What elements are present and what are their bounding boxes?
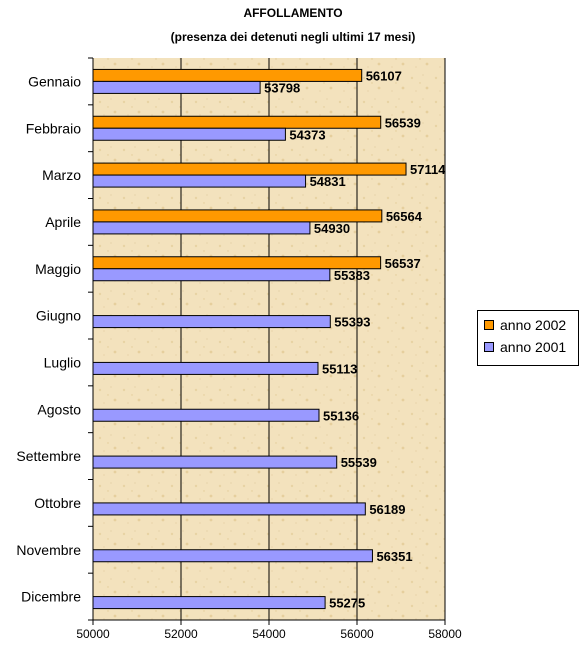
category-label: Novembre: [16, 542, 81, 558]
x-tick-label: 50000: [76, 627, 110, 641]
bar-2002: [92, 115, 382, 129]
legend-swatch: [484, 342, 494, 352]
bar-2001: [92, 80, 261, 94]
bar-2001: [92, 221, 311, 235]
legend-swatch: [484, 320, 494, 330]
bar-2001: [92, 596, 326, 610]
data-label-2001: 56189: [369, 502, 405, 517]
category-label: Febbraio: [26, 120, 81, 136]
data-label-2002: 56107: [366, 68, 402, 83]
data-label-2001: 53798: [264, 80, 300, 95]
data-label-2001: 55136: [323, 408, 359, 423]
legend: anno 2002 anno 2001: [477, 310, 579, 366]
data-label-2002: 56564: [386, 209, 423, 224]
x-tick-label: 54000: [252, 627, 286, 641]
data-label-2001: 56351: [376, 549, 412, 564]
category-label: Marzo: [42, 167, 81, 183]
bar-2001: [92, 174, 307, 188]
data-label-2001: 55113: [322, 361, 357, 376]
legend-item: anno 2002: [484, 317, 566, 333]
category-label: Agosto: [37, 401, 81, 417]
category-label: Luglio: [44, 354, 82, 370]
category-label: Maggio: [35, 261, 81, 277]
data-label-2001: 55275: [329, 596, 365, 611]
bar-2001: [92, 408, 320, 422]
legend-label: anno 2001: [500, 339, 567, 355]
x-tick-label: 58000: [428, 627, 462, 641]
category-label: Aprile: [45, 214, 81, 230]
bar-2001: [92, 127, 286, 141]
bar-2001: [92, 502, 366, 516]
data-label-2001: 55383: [334, 268, 370, 283]
bar-2001: [92, 549, 373, 563]
data-label-2002: 56539: [385, 115, 421, 130]
chart-title: AFFOLLAMENTO: [243, 6, 343, 20]
x-tick-label: 56000: [340, 627, 374, 641]
category-label: Gennaio: [28, 73, 81, 89]
category-label: Settembre: [16, 448, 81, 464]
category-label: Giugno: [36, 308, 81, 324]
bar-2001: [92, 268, 331, 282]
bar-2002: [92, 68, 363, 82]
legend-item: anno 2001: [484, 339, 566, 355]
data-label-2001: 54831: [310, 174, 346, 189]
data-label-2002: 57114: [410, 162, 446, 177]
data-label-2001: 55393: [334, 315, 370, 330]
data-label-2001: 55539: [341, 455, 377, 470]
chart-subtitle: (presenza dei detenuti negli ultimi 17 m…: [170, 30, 416, 44]
category-label: Dicembre: [21, 589, 81, 605]
category-label: Ottobre: [34, 495, 81, 511]
legend-label: anno 2002: [500, 317, 567, 333]
x-tick-label: 52000: [164, 627, 198, 641]
data-label-2002: 56537: [385, 256, 421, 271]
data-label-2001: 54373: [289, 127, 325, 142]
bar-2001: [92, 315, 331, 329]
bar-2001: [92, 455, 338, 469]
data-label-2001: 54930: [314, 221, 350, 236]
bar-2001: [92, 361, 319, 375]
bar-2002: [92, 162, 407, 176]
